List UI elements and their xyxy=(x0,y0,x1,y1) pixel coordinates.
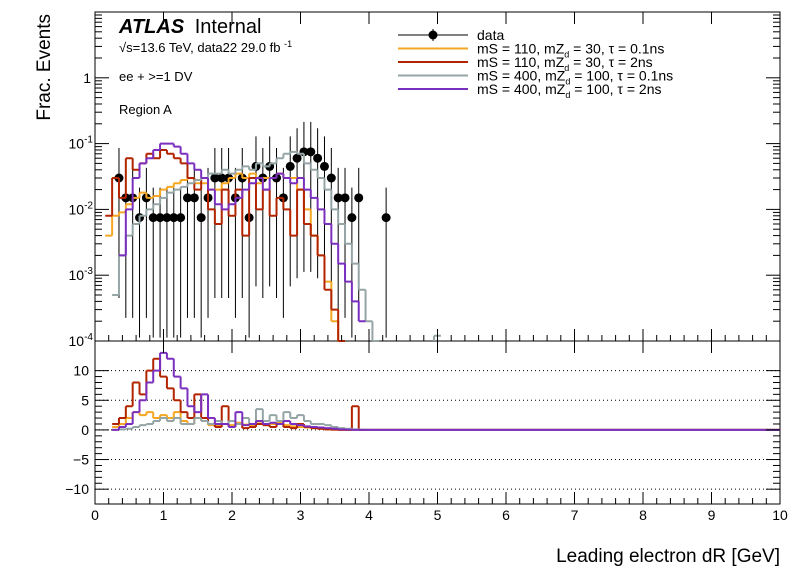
y-tick-label: 10-4 xyxy=(69,332,94,349)
x-tick-label: 1 xyxy=(160,507,168,523)
data-point xyxy=(313,153,323,163)
y-tick-label: 10-2 xyxy=(69,200,94,217)
x-tick-label: 9 xyxy=(708,507,716,523)
data-point xyxy=(354,193,364,203)
x-tick-label: 5 xyxy=(434,507,442,523)
ratio-series-line xyxy=(112,351,780,431)
x-tick-label: 0 xyxy=(91,507,99,523)
x-axis-label: Leading electron dR [GeV] xyxy=(556,546,780,567)
data-point xyxy=(217,173,227,183)
data-point xyxy=(162,213,172,223)
legend-label: data xyxy=(477,27,504,43)
data-point xyxy=(182,193,192,203)
y-tick-label: 10-1 xyxy=(69,135,94,152)
data-point xyxy=(381,213,391,223)
legend-label: mS = 400, mZd = 100, τ = 2ns xyxy=(477,81,661,100)
x-tick-label: 3 xyxy=(297,507,305,523)
data-point xyxy=(306,147,316,157)
main-panel-frame xyxy=(94,11,781,342)
region-label: Region A xyxy=(119,102,172,117)
x-tick-label: 8 xyxy=(639,507,647,523)
legend-label: mS = 110, mZd = 30, τ = 2ns xyxy=(477,54,653,73)
y-tick-label: 10-3 xyxy=(69,266,94,283)
data-point xyxy=(210,173,220,183)
x-tick-label: 6 xyxy=(502,507,510,523)
ratio-y-axis-ticks: −10 −5 0 5 10 xyxy=(65,363,780,497)
ratio-y-tick-label: 5 xyxy=(81,392,89,408)
data-point xyxy=(347,213,357,223)
x-tick-label: 2 xyxy=(228,507,236,523)
main-y-axis-ticks: 10-4 10-3 10-2 10-1 1 xyxy=(69,14,780,349)
data-point xyxy=(285,161,295,171)
data-point xyxy=(148,213,158,223)
selection-label: ee + >=1 DV xyxy=(119,69,193,84)
ratio-panel-frame xyxy=(94,340,781,505)
data-point xyxy=(292,153,302,163)
data-point xyxy=(326,173,336,183)
legend-marker xyxy=(428,30,438,40)
y-axis-label: Frac. Events xyxy=(34,14,55,121)
data-point xyxy=(340,193,350,203)
data-point xyxy=(333,193,343,203)
series-line xyxy=(118,142,366,323)
atlas-header: ATLAS Internal xyxy=(118,16,261,38)
x-tick-label: 10 xyxy=(772,507,788,523)
ratio-y-tick-label: −5 xyxy=(73,452,89,468)
ratio-y-tick-label: 0 xyxy=(81,422,89,438)
data-point xyxy=(196,213,206,223)
legend-label: mS = 110, mZd = 30, τ = 0.1ns xyxy=(477,41,664,60)
data-point xyxy=(189,193,199,203)
main-series-group xyxy=(105,121,441,342)
y-tick-label: 1 xyxy=(83,70,91,86)
data-point xyxy=(169,213,179,223)
x-tick-label: 4 xyxy=(365,507,373,523)
data-point xyxy=(155,213,165,223)
data-point xyxy=(319,161,329,171)
ratio-y-tick-label: −10 xyxy=(65,481,89,497)
ratio-y-tick-label: 10 xyxy=(73,363,89,379)
x-tick-label: 7 xyxy=(571,507,579,523)
data-point xyxy=(176,213,186,223)
ratio-series-group xyxy=(112,351,780,431)
legend-label: mS = 400, mZd = 100, τ = 0.1ns xyxy=(477,68,673,87)
energy-lumi-label: √s=13.6 TeV, data22 29.0 fb -1 xyxy=(119,39,292,55)
